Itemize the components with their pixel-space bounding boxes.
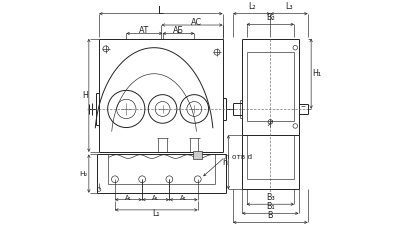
- Text: h: h: [222, 158, 227, 167]
- Text: L₃: L₃: [285, 2, 293, 11]
- Text: L₁: L₁: [152, 210, 160, 219]
- Text: H: H: [82, 91, 88, 100]
- Text: B₂: B₂: [266, 13, 275, 22]
- Text: AС: AС: [191, 18, 202, 27]
- Text: B₃: B₃: [266, 193, 275, 202]
- Text: B₁: B₁: [266, 202, 275, 211]
- Text: H₁: H₁: [312, 69, 322, 78]
- Text: A₁: A₁: [180, 195, 187, 201]
- Text: L: L: [158, 6, 164, 16]
- Text: n отв d: n отв d: [225, 154, 252, 160]
- Text: A₁: A₁: [152, 195, 159, 201]
- Text: L₂: L₂: [248, 2, 256, 11]
- Text: A₁: A₁: [125, 195, 132, 201]
- Text: AТ: AТ: [139, 26, 150, 35]
- Text: B: B: [268, 211, 273, 220]
- Bar: [193, 151, 202, 159]
- Text: AБ: AБ: [173, 26, 184, 35]
- Text: H₂: H₂: [79, 171, 88, 176]
